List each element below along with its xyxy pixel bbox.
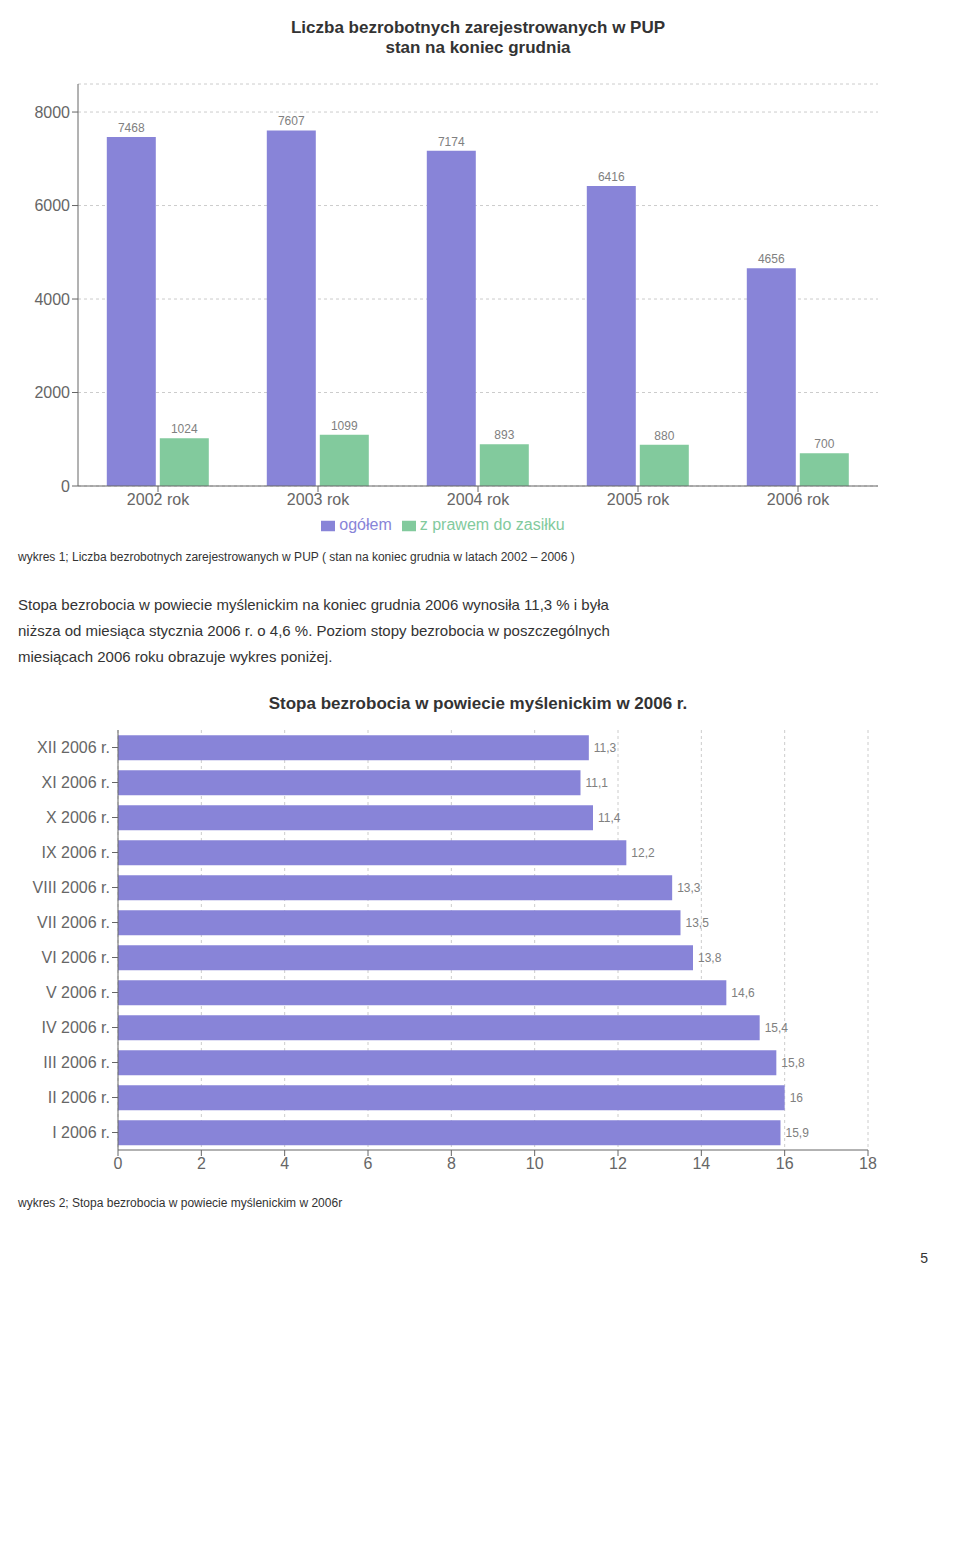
svg-text:4656: 4656 [758, 252, 785, 266]
svg-text:12: 12 [609, 1155, 627, 1172]
svg-text:12,2: 12,2 [631, 846, 655, 860]
svg-text:VII 2006 r.: VII 2006 r. [37, 914, 110, 931]
svg-text:7607: 7607 [278, 114, 305, 128]
html-text:5: 5 [920, 1250, 928, 1266]
svg-text:VIII 2006 r.: VIII 2006 r. [33, 879, 110, 896]
svg-text:15,9: 15,9 [786, 1126, 810, 1140]
html-text:Liczba bezrobotnych zarejestro: Liczba bezrobotnych zarejestrowanych w P… [291, 18, 665, 57]
svg-text:11,3: 11,3 [594, 741, 617, 755]
svg-text:7174: 7174 [438, 135, 465, 149]
svg-text:4: 4 [280, 1155, 289, 1172]
svg-text:13,8: 13,8 [698, 951, 722, 965]
svg-text:14,6: 14,6 [731, 986, 755, 1000]
svg-text:1099: 1099 [331, 419, 358, 433]
svg-text:2005 rok: 2005 rok [607, 491, 670, 508]
svg-text:8: 8 [447, 1155, 456, 1172]
svg-text:13,3: 13,3 [677, 881, 701, 895]
svg-text:7468: 7468 [118, 121, 145, 135]
svg-text:V 2006 r.: V 2006 r. [46, 984, 110, 1001]
svg-text:2002 rok: 2002 rok [127, 491, 190, 508]
svg-text:880: 880 [654, 429, 674, 443]
svg-text:2004 rok: 2004 rok [447, 491, 510, 508]
svg-text:10: 10 [526, 1155, 544, 1172]
svg-text:2000: 2000 [34, 384, 70, 401]
html-text:wykres 1; Liczba bezrobotnych: wykres 1; Liczba bezrobotnych zarejestro… [18, 550, 575, 564]
svg-text:IX 2006 r.: IX 2006 r. [42, 844, 111, 861]
svg-text:6416: 6416 [598, 170, 625, 184]
svg-text:XII 2006 r.: XII 2006 r. [37, 739, 110, 756]
svg-text:2: 2 [197, 1155, 206, 1172]
svg-text:11,4: 11,4 [598, 811, 621, 825]
html-text:wykres 2; Stopa bezrobocia w p: wykres 2; Stopa bezrobocia w powiecie my… [18, 1196, 343, 1210]
svg-text:11,1: 11,1 [586, 776, 609, 790]
html-text:miesiącach 2006 roku obrazuje: miesiącach 2006 roku obrazuje wykres pon… [18, 648, 333, 665]
svg-text:X 2006 r.: X 2006 r. [46, 809, 110, 826]
svg-text:0: 0 [61, 478, 70, 495]
html-text:ogółem: ogółem [339, 516, 392, 533]
svg-text:16: 16 [776, 1155, 794, 1172]
svg-text:II 2006 r.: II 2006 r. [48, 1089, 110, 1106]
svg-text:III 2006 r.: III 2006 r. [43, 1054, 110, 1071]
svg-text:IV 2006 r.: IV 2006 r. [42, 1019, 111, 1036]
svg-text:18: 18 [859, 1155, 877, 1172]
svg-text:700: 700 [814, 437, 834, 451]
svg-text:8000: 8000 [34, 104, 70, 121]
svg-text:15,4: 15,4 [765, 1021, 789, 1035]
svg-text:16: 16 [790, 1091, 804, 1105]
svg-text:1024: 1024 [171, 422, 198, 436]
svg-text:14: 14 [692, 1155, 710, 1172]
svg-text:13,5: 13,5 [686, 916, 710, 930]
html-text:z prawem do zasiłku: z prawem do zasiłku [419, 516, 565, 533]
svg-text:6000: 6000 [34, 197, 70, 214]
html-text:Stopa bezrobocia w powiecie my: Stopa bezrobocia w powiecie myślenickim … [18, 596, 609, 613]
svg-text:2006 rok: 2006 rok [767, 491, 830, 508]
svg-text:6: 6 [364, 1155, 373, 1172]
html-text:niższa od miesiąca stycznia 20: niższa od miesiąca stycznia 2006 r. o 4,… [18, 622, 610, 639]
svg-text:0: 0 [114, 1155, 123, 1172]
svg-text:4000: 4000 [34, 291, 70, 308]
svg-text:XI 2006 r.: XI 2006 r. [42, 774, 111, 791]
svg-text:893: 893 [494, 428, 514, 442]
svg-text:15,8: 15,8 [781, 1056, 805, 1070]
html-text:Stopa bezrobocia w powiecie my: Stopa bezrobocia w powiecie myślenickim … [268, 694, 688, 713]
svg-text:2003 rok: 2003 rok [287, 491, 350, 508]
svg-text:VI 2006 r.: VI 2006 r. [42, 949, 111, 966]
svg-text:I 2006 r.: I 2006 r. [52, 1124, 110, 1141]
